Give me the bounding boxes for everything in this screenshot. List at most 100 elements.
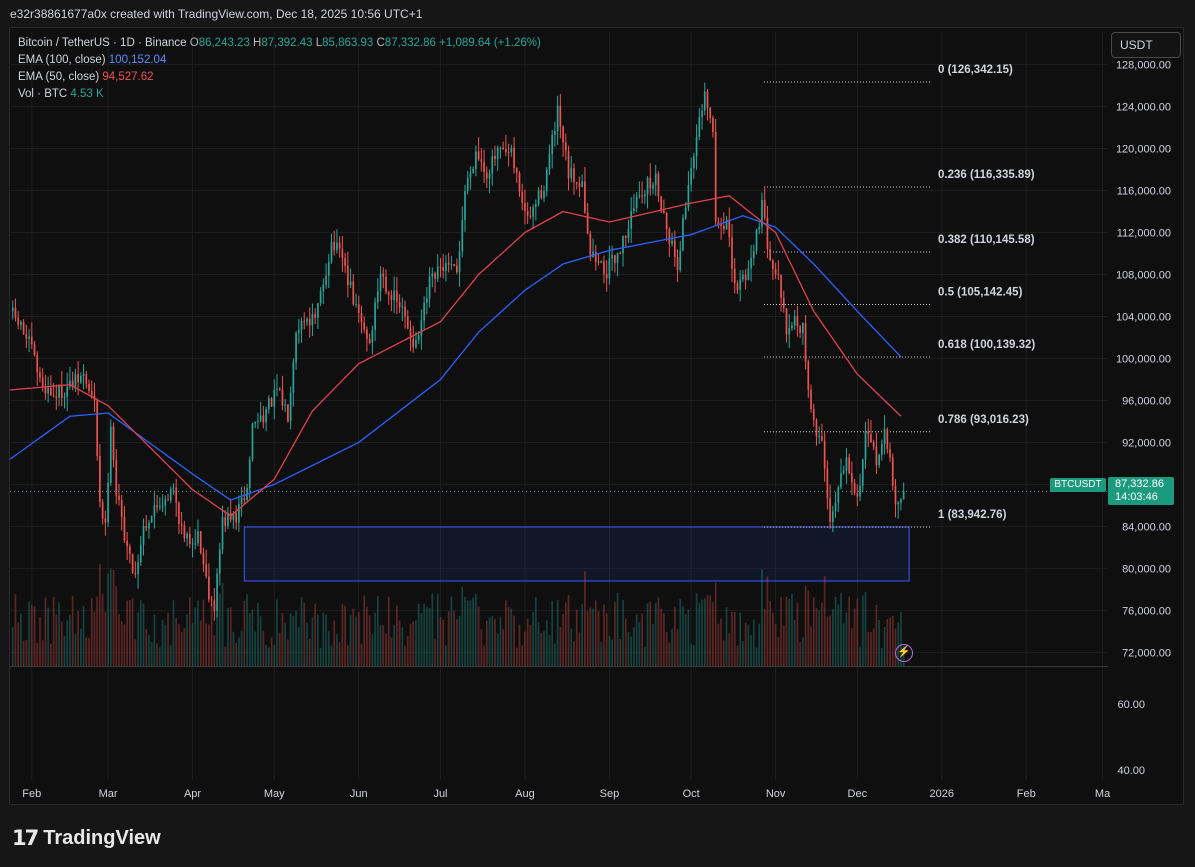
candle-body bbox=[66, 386, 69, 397]
legend-symbol-row[interactable]: Bitcoin / TetherUS · 1D · Binance O86,24… bbox=[18, 35, 541, 52]
candle-body bbox=[69, 380, 71, 387]
candle-body bbox=[82, 374, 85, 377]
volume-bar bbox=[338, 642, 341, 666]
volume-bar bbox=[703, 598, 706, 666]
candle-body bbox=[453, 264, 455, 266]
volume-bar bbox=[673, 606, 676, 666]
candle-body bbox=[717, 221, 720, 225]
candle-body bbox=[208, 576, 210, 600]
volume-bar bbox=[709, 595, 712, 666]
volume-bar bbox=[891, 615, 894, 666]
candle-body bbox=[663, 210, 665, 213]
volume-bar bbox=[562, 613, 564, 666]
candle-body bbox=[227, 512, 229, 526]
candle-body bbox=[690, 167, 692, 185]
candle-body bbox=[50, 387, 52, 396]
volume-bar bbox=[118, 614, 120, 666]
volume-bar bbox=[619, 638, 622, 666]
legend-ema100-row[interactable]: EMA (100, close) 100,152.04 bbox=[18, 52, 541, 69]
volume-bar bbox=[872, 628, 875, 666]
volume-bar bbox=[36, 642, 39, 666]
candle-body bbox=[347, 265, 349, 286]
volume-bar bbox=[818, 610, 821, 666]
volume-bar bbox=[837, 604, 840, 666]
volume-bar bbox=[499, 617, 502, 666]
legend-ema50-row[interactable]: EMA (50, close) 94,527.62 bbox=[18, 69, 541, 86]
candle-body bbox=[461, 220, 464, 252]
chart-legend: Bitcoin / TetherUS · 1D · Binance O86,24… bbox=[18, 35, 541, 103]
volume-bar bbox=[14, 594, 17, 666]
volume-bar bbox=[159, 647, 161, 666]
volume-bar bbox=[164, 625, 167, 666]
candle-body bbox=[412, 338, 415, 348]
volume-group bbox=[11, 563, 905, 666]
volume-bar bbox=[123, 624, 126, 666]
volume-bar bbox=[780, 596, 782, 666]
volume-bar bbox=[344, 605, 346, 666]
candle-body bbox=[52, 395, 55, 397]
candle-body bbox=[20, 322, 22, 325]
candle-body bbox=[101, 501, 104, 519]
volume-bar bbox=[423, 603, 425, 666]
volume-bar bbox=[295, 610, 297, 666]
candle-body bbox=[287, 404, 289, 422]
candle-body bbox=[600, 260, 603, 263]
candle-body bbox=[769, 248, 771, 261]
volume-bar bbox=[870, 632, 872, 666]
tradingview-logo[interactable]: 17 TradingView bbox=[12, 824, 161, 852]
candle-body bbox=[567, 151, 570, 179]
volume-bar bbox=[720, 618, 722, 666]
candle-body bbox=[796, 315, 799, 327]
candle-body bbox=[139, 544, 142, 563]
volume-bar bbox=[178, 624, 180, 666]
candle-body bbox=[172, 487, 175, 489]
volume-bar bbox=[63, 636, 66, 666]
candle-body bbox=[85, 374, 88, 384]
volume-bar bbox=[101, 593, 104, 666]
candle-body bbox=[278, 388, 281, 390]
volume-bar bbox=[889, 617, 891, 666]
volume-bar bbox=[660, 608, 663, 666]
volume-bar bbox=[706, 595, 709, 666]
candle-body bbox=[564, 142, 567, 152]
volume-bar bbox=[58, 602, 60, 666]
candle-body bbox=[445, 262, 447, 271]
candle-body bbox=[300, 321, 303, 330]
candle-body bbox=[603, 260, 605, 274]
candle-body bbox=[243, 497, 246, 501]
tradingview-mark-icon: 17 bbox=[12, 826, 39, 850]
volume-bar bbox=[671, 628, 673, 666]
candle-body bbox=[551, 134, 554, 155]
candle-body bbox=[733, 268, 736, 284]
volume-bar bbox=[453, 610, 455, 666]
lightning-icon[interactable]: ⚡ bbox=[895, 644, 913, 662]
candle-body bbox=[259, 415, 262, 421]
volume-bar bbox=[287, 639, 289, 666]
candle-body bbox=[363, 322, 366, 330]
volume-bar bbox=[510, 608, 513, 666]
legend-volume-row[interactable]: Vol · BTC 4.53 K bbox=[18, 86, 541, 103]
volume-bar bbox=[221, 583, 224, 666]
candle-body bbox=[861, 459, 864, 486]
volume-bar bbox=[278, 632, 281, 666]
volume-bar bbox=[483, 645, 485, 666]
candle-body bbox=[14, 307, 17, 318]
candle-body bbox=[586, 212, 589, 234]
volume-bar bbox=[633, 627, 635, 666]
candle-body bbox=[77, 373, 79, 383]
volume-bar bbox=[515, 647, 518, 666]
volume-bar bbox=[20, 613, 22, 666]
symbol-name[interactable]: Bitcoin / TetherUS · 1D · Binance bbox=[18, 37, 187, 49]
volume-bar bbox=[856, 598, 859, 666]
candle-body bbox=[494, 155, 496, 160]
volume-bar bbox=[442, 619, 445, 666]
currency-button[interactable]: USDT bbox=[1111, 32, 1181, 58]
volume-bar bbox=[475, 593, 477, 666]
candle-body bbox=[311, 314, 314, 326]
candle-body bbox=[447, 262, 450, 265]
candle-body bbox=[197, 531, 199, 544]
candle-body bbox=[357, 304, 360, 314]
volume-bar bbox=[834, 596, 837, 666]
volume-bar bbox=[319, 647, 322, 666]
